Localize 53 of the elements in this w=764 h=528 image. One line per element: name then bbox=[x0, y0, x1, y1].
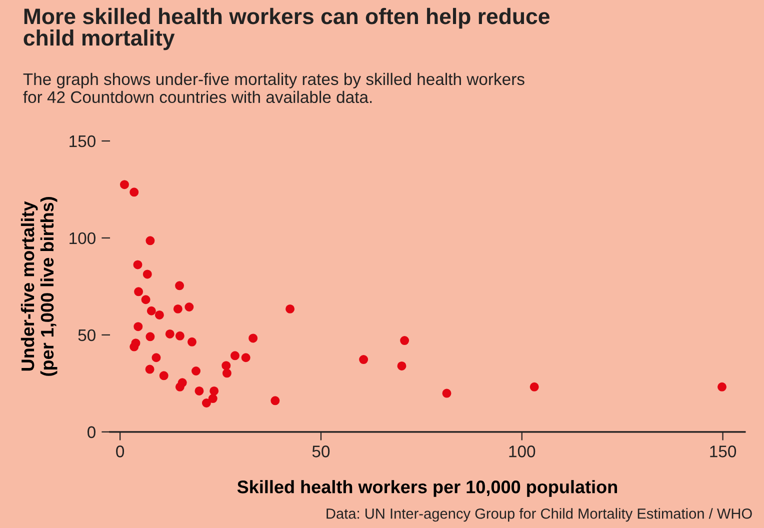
point bbox=[134, 287, 144, 296]
point bbox=[159, 371, 168, 380]
point bbox=[120, 180, 129, 190]
point bbox=[241, 353, 250, 362]
point bbox=[194, 386, 204, 396]
point bbox=[248, 334, 258, 343]
point bbox=[530, 382, 539, 392]
y-tick-label: 150 bbox=[70, 135, 96, 148]
point bbox=[142, 270, 152, 279]
point bbox=[397, 361, 406, 370]
point bbox=[141, 295, 150, 304]
point bbox=[230, 351, 240, 360]
y-axis-title: Under-five mortality (per 1,000 live births) bbox=[20, 197, 58, 376]
point bbox=[442, 388, 452, 398]
point bbox=[208, 394, 218, 404]
x-axis-title: Skilled health workers per 10,000 population bbox=[237, 480, 617, 497]
point bbox=[130, 188, 139, 197]
point bbox=[286, 304, 295, 314]
point bbox=[175, 281, 184, 290]
point bbox=[130, 342, 139, 352]
point bbox=[175, 382, 184, 392]
x-tick-label: 100 bbox=[509, 446, 536, 458]
point bbox=[146, 306, 156, 316]
point bbox=[210, 386, 219, 396]
x-tick-label: 0 bbox=[116, 446, 124, 458]
chart-title: More skilled health workers can often help reduce child mortality bbox=[24, 8, 550, 50]
point bbox=[717, 382, 726, 392]
point bbox=[165, 329, 174, 338]
point bbox=[202, 398, 211, 408]
y-tick-label: 50 bbox=[78, 329, 96, 342]
point bbox=[154, 310, 164, 320]
text: Data: UN Inter-agency Group for Child Mortality Estimation / WHO bbox=[326, 508, 752, 522]
point bbox=[400, 336, 410, 346]
point bbox=[270, 396, 280, 406]
point bbox=[222, 368, 232, 378]
chart-subtitle: The graph shows under-five mortality rates by skilled health workers for 42 Countdown countries with available data. bbox=[23, 72, 524, 104]
point bbox=[173, 304, 182, 314]
point bbox=[146, 332, 155, 342]
point bbox=[184, 302, 194, 312]
point bbox=[192, 366, 201, 376]
point bbox=[146, 236, 155, 246]
point bbox=[134, 322, 143, 332]
point bbox=[145, 364, 154, 374]
y-tick-label: 100 bbox=[70, 232, 96, 244]
point bbox=[359, 355, 368, 364]
x-tick-label: 50 bbox=[312, 446, 330, 458]
point bbox=[175, 331, 184, 340]
point bbox=[133, 260, 142, 270]
y-tick-label: 0 bbox=[88, 426, 96, 438]
point bbox=[187, 337, 196, 346]
point bbox=[152, 353, 161, 362]
x-tick-label: 150 bbox=[710, 446, 736, 458]
point bbox=[222, 361, 231, 370]
